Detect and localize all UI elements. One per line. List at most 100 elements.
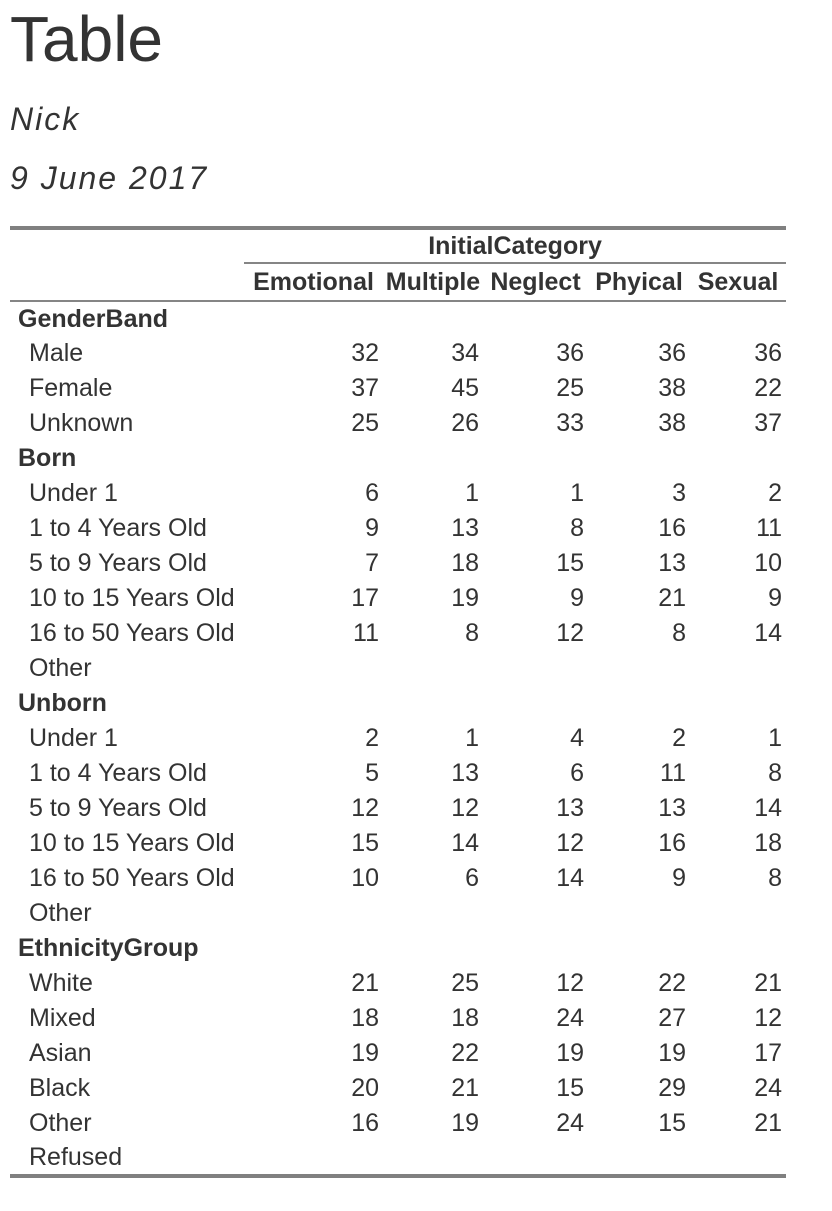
value-cell: 15 <box>556 1074 584 1103</box>
group-row: Unborn <box>10 686 786 721</box>
table-header: InitialCategory Emotional Multiple Neglect… <box>10 228 787 303</box>
row-label: Male <box>29 339 84 368</box>
empty-cell <box>690 301 786 336</box>
value-cell <box>690 896 786 931</box>
row-label: Black <box>29 1074 91 1103</box>
empty-cell <box>383 441 483 476</box>
value-cell: 12 <box>351 794 379 823</box>
empty-cell <box>383 686 483 721</box>
row-label: White <box>29 969 93 998</box>
value-cell: 2 <box>672 724 686 753</box>
value-cell: 13 <box>658 549 686 578</box>
value-cell <box>483 1141 588 1176</box>
row-label: 16 to 50 Years Old <box>29 619 235 648</box>
row-label: 5 to 9 Years Old <box>29 549 207 578</box>
value-cell: 13 <box>451 759 479 788</box>
row-label: Unknown <box>29 409 134 438</box>
value-cell: 4 <box>570 724 584 753</box>
empty-cell <box>588 301 690 336</box>
row-label: 5 to 9 Years Old <box>29 794 207 823</box>
table-row: Refused <box>10 1141 786 1176</box>
row-label: Refused <box>29 1143 123 1172</box>
empty-cell <box>690 441 786 476</box>
spanner-label: InitialCategory <box>244 228 787 265</box>
value-cell: 19 <box>351 1039 379 1068</box>
value-cell: 27 <box>658 1004 686 1033</box>
value-cell <box>483 651 588 686</box>
author: Nick <box>10 101 81 138</box>
value-cell: 22 <box>451 1039 479 1068</box>
empty-cell <box>588 931 690 966</box>
value-cell <box>588 896 690 931</box>
table-row: Black 20 21 15 29 24 <box>10 1071 786 1106</box>
column-header: Sexual <box>690 263 787 303</box>
row-label: Other <box>29 899 92 928</box>
value-cell: 22 <box>754 374 783 403</box>
value-cell: 26 <box>451 409 479 438</box>
value-cell <box>244 1141 383 1176</box>
empty-cell <box>588 686 690 721</box>
empty-cell <box>690 931 786 966</box>
page-title: Table <box>10 3 163 75</box>
group-row: EthnicityGroup <box>10 931 786 966</box>
value-cell <box>383 1141 483 1176</box>
table-row: Female 37 45 25 38 22 <box>10 371 786 406</box>
row-label: Other <box>29 654 92 683</box>
value-cell: 20 <box>351 1074 379 1103</box>
spanner-row: InitialCategory <box>10 228 787 265</box>
group-label: Born <box>18 444 77 473</box>
table-body: GenderBand Male 32 34 36 36 36 Female 37 45 25 38 22… <box>10 301 786 1176</box>
value-cell: 9 <box>570 584 584 613</box>
value-cell: 11 <box>353 619 379 648</box>
value-cell: 5 <box>365 759 379 788</box>
value-cell <box>588 1141 690 1176</box>
corner-cell <box>10 263 244 303</box>
value-cell: 16 <box>351 1109 379 1138</box>
value-cell: 16 <box>658 829 686 858</box>
value-cell: 14 <box>556 864 584 893</box>
group-label: EthnicityGroup <box>18 934 199 963</box>
value-cell: 17 <box>351 584 379 613</box>
value-cell: 9 <box>768 584 783 613</box>
value-cell: 3 <box>672 479 686 508</box>
value-cell: 37 <box>351 374 379 403</box>
group-row: GenderBand <box>10 301 786 336</box>
value-cell: 8 <box>672 619 686 648</box>
value-cell: 18 <box>351 1004 379 1033</box>
row-label: Mixed <box>29 1004 96 1033</box>
value-cell: 21 <box>754 969 783 998</box>
value-cell <box>483 896 588 931</box>
empty-cell <box>244 301 383 336</box>
column-header: Multiple <box>383 263 483 303</box>
value-cell: 24 <box>556 1109 584 1138</box>
empty-cell <box>383 931 483 966</box>
group-label: GenderBand <box>18 304 169 333</box>
value-cell: 11 <box>756 514 783 543</box>
value-cell: 10 <box>351 864 379 893</box>
value-cell: 12 <box>556 829 584 858</box>
value-cell: 19 <box>556 1039 584 1068</box>
row-label: Under 1 <box>29 724 118 753</box>
table-row: Under 1 2 1 4 2 1 <box>10 721 786 756</box>
value-cell: 32 <box>351 339 379 368</box>
group-row: Born <box>10 441 786 476</box>
value-cell <box>588 651 690 686</box>
table-row: Other <box>10 896 786 931</box>
document-body: Table Nick 9 June 2017 InitialCategory <box>10 0 822 1179</box>
value-cell: 21 <box>658 584 686 613</box>
value-cell: 12 <box>556 619 584 648</box>
value-cell: 21 <box>351 969 379 998</box>
table-row: Unknown 25 26 33 38 37 <box>10 406 786 441</box>
value-cell: 19 <box>451 584 479 613</box>
value-cell: 15 <box>351 829 379 858</box>
row-label: Female <box>29 374 113 403</box>
table-row: 10 to 15 Years Old 15 14 12 16 18 <box>10 826 786 861</box>
value-cell: 6 <box>365 479 379 508</box>
value-cell: 21 <box>451 1074 479 1103</box>
value-cell: 11 <box>660 759 686 788</box>
value-cell: 14 <box>754 619 783 648</box>
value-cell: 33 <box>556 409 584 438</box>
value-cell <box>690 1141 786 1176</box>
